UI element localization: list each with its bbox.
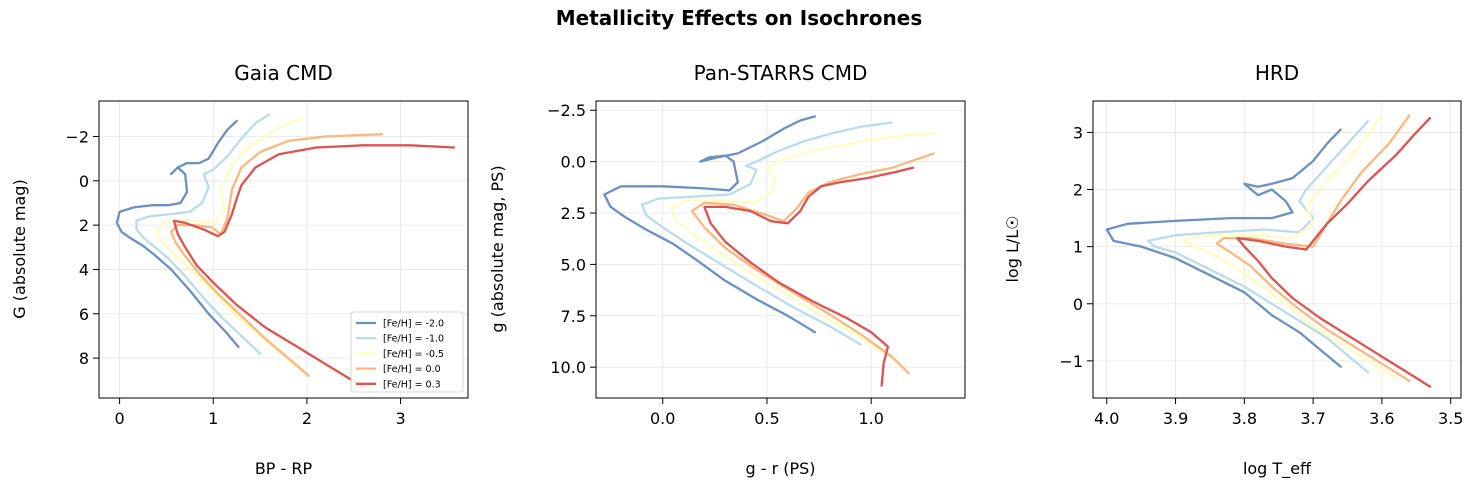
series-line-feh-p0-0-panstarrs-cmd xyxy=(690,152,935,375)
x-tick-label: 2 xyxy=(302,409,312,428)
legend-label-feh-m0-5: [Fe/H] = -0.5 xyxy=(383,349,444,360)
plot-frame-panstarrs-cmd xyxy=(595,100,966,399)
x-tick-label: 3.5 xyxy=(1438,409,1463,428)
x-axis-label-gaia-cmd: BP - RP xyxy=(255,459,313,478)
y-tick-label: 7.5 xyxy=(561,307,586,326)
legend-label-feh-m2-0: [Fe/H] = -2.0 xyxy=(383,319,444,330)
series-group-panstarrs-cmd xyxy=(603,115,935,387)
legend-label-feh-p0-3: [Fe/H] = 0.3 xyxy=(383,379,441,390)
legend-label-feh-m1-0: [Fe/H] = -1.0 xyxy=(383,334,444,345)
series-line-feh-m2-0-gaia-cmd xyxy=(115,119,240,349)
x-tick-label: 0 xyxy=(115,409,125,428)
plot-frame-hrd xyxy=(1092,100,1462,399)
legend-frame xyxy=(350,311,464,393)
y-tick-label: −2.5 xyxy=(547,101,586,120)
y-tick-label: 8 xyxy=(79,349,89,368)
series-line-feh-p0-0-gaia-cmd xyxy=(169,133,383,377)
series-line-feh-m0-5-gaia-cmd xyxy=(155,117,307,375)
y-tick-label: 3 xyxy=(1073,123,1083,142)
series-line-feh-p0-3-gaia-cmd xyxy=(172,144,456,389)
x-tick-label: 3.6 xyxy=(1369,409,1394,428)
y-tick-label: 2 xyxy=(79,216,89,235)
x-tick-label: 0.0 xyxy=(650,409,675,428)
panel-title-panstarrs-cmd: Pan-STARRS CMD xyxy=(694,61,868,85)
series-line-feh-m1-0-gaia-cmd xyxy=(135,113,271,355)
x-tick-label: 3 xyxy=(395,409,405,428)
y-tick-label: 4 xyxy=(79,260,89,279)
ticks-gaia-cmd: 0 1 2 3 −2 0 2 4 6 8 xyxy=(65,127,405,428)
x-axis-label-panstarrs-cmd: g - r (PS) xyxy=(745,459,815,478)
series-group-hrd xyxy=(1105,114,1432,388)
panel-title-hrd: HRD xyxy=(1255,61,1299,85)
y-axis-label-panstarrs-cmd: g (absolute mag, PS) xyxy=(488,165,507,332)
y-tick-label: 2.5 xyxy=(561,204,586,223)
y-axis-label-gaia-cmd: G (absolute mag) xyxy=(10,179,29,318)
x-tick-label: 1 xyxy=(208,409,218,428)
series-line-feh-m0-5-hrd xyxy=(1181,114,1397,380)
y-tick-label: 6 xyxy=(79,305,89,324)
legend-label-feh-p0-0: [Fe/H] = 0.0 xyxy=(383,364,441,375)
series-line-feh-m1-0-panstarrs-cmd xyxy=(640,121,894,346)
series-line-feh-p0-3-panstarrs-cmd xyxy=(703,166,915,387)
x-tick-label: 0.5 xyxy=(754,409,779,428)
y-tick-label: 5.0 xyxy=(561,255,586,274)
ticks-panstarrs-cmd: 0.0 0.5 1.0 −2.5 0.0 2.5 5.0 7.5 10.0 xyxy=(547,101,884,428)
x-tick-label: 1.0 xyxy=(858,409,883,428)
y-tick-label: 0 xyxy=(1073,295,1083,314)
y-tick-label: 0.0 xyxy=(561,153,586,172)
y-tick-label: 2 xyxy=(1073,181,1083,200)
y-tick-label: 0 xyxy=(79,172,89,191)
ticks-hrd: 4.0 3.9 3.8 3.7 3.6 3.5 −1 0 1 2 3 xyxy=(1059,123,1463,428)
series-line-feh-p0-0-hrd xyxy=(1215,114,1411,383)
figure-title: Metallicity Effects on Isochrones xyxy=(556,6,923,30)
series-line-feh-m0-5-panstarrs-cmd xyxy=(669,131,935,359)
y-tick-label: −2 xyxy=(65,127,89,146)
series-line-feh-p0-3-hrd xyxy=(1236,116,1432,388)
panel-panstarrs-cmd: Pan-STARRS CMD g - r (PS) g (absolute ma… xyxy=(488,61,966,478)
y-tick-label: 1 xyxy=(1073,238,1083,257)
x-tick-label: 4.0 xyxy=(1094,409,1119,428)
legend-gaia-cmd: [Fe/H] = -2.0 [Fe/H] = -1.0 [Fe/H] = -0.5 [… xyxy=(350,311,464,393)
series-line-feh-m2-0-hrd xyxy=(1105,128,1342,368)
x-tick-label: 3.8 xyxy=(1232,409,1257,428)
series-line-feh-m2-0-panstarrs-cmd xyxy=(603,115,817,334)
grid-panstarrs-cmd xyxy=(596,101,965,398)
y-tick-label: −1 xyxy=(1059,352,1083,371)
x-tick-label: 3.9 xyxy=(1163,409,1188,428)
x-tick-label: 3.7 xyxy=(1300,409,1325,428)
plot-frame-gaia-cmd xyxy=(98,100,469,399)
panel-gaia-cmd: Gaia CMD BP - RP G (absolute mag) 0 1 2 3 −2… xyxy=(10,61,469,478)
y-tick-label: 10.0 xyxy=(550,358,586,377)
x-axis-label-hrd: log T_eff xyxy=(1243,459,1312,479)
panel-hrd: HRD log T_eff log L/L☉ 4.0 3.9 3.8 3.7 3.6 3.… xyxy=(1003,61,1463,479)
panel-title-gaia-cmd: Gaia CMD xyxy=(234,61,333,85)
series-group-gaia-cmd xyxy=(115,113,456,389)
y-axis-label-hrd: log L/L☉ xyxy=(1003,215,1022,282)
series-line-feh-m1-0-hrd xyxy=(1146,119,1370,374)
